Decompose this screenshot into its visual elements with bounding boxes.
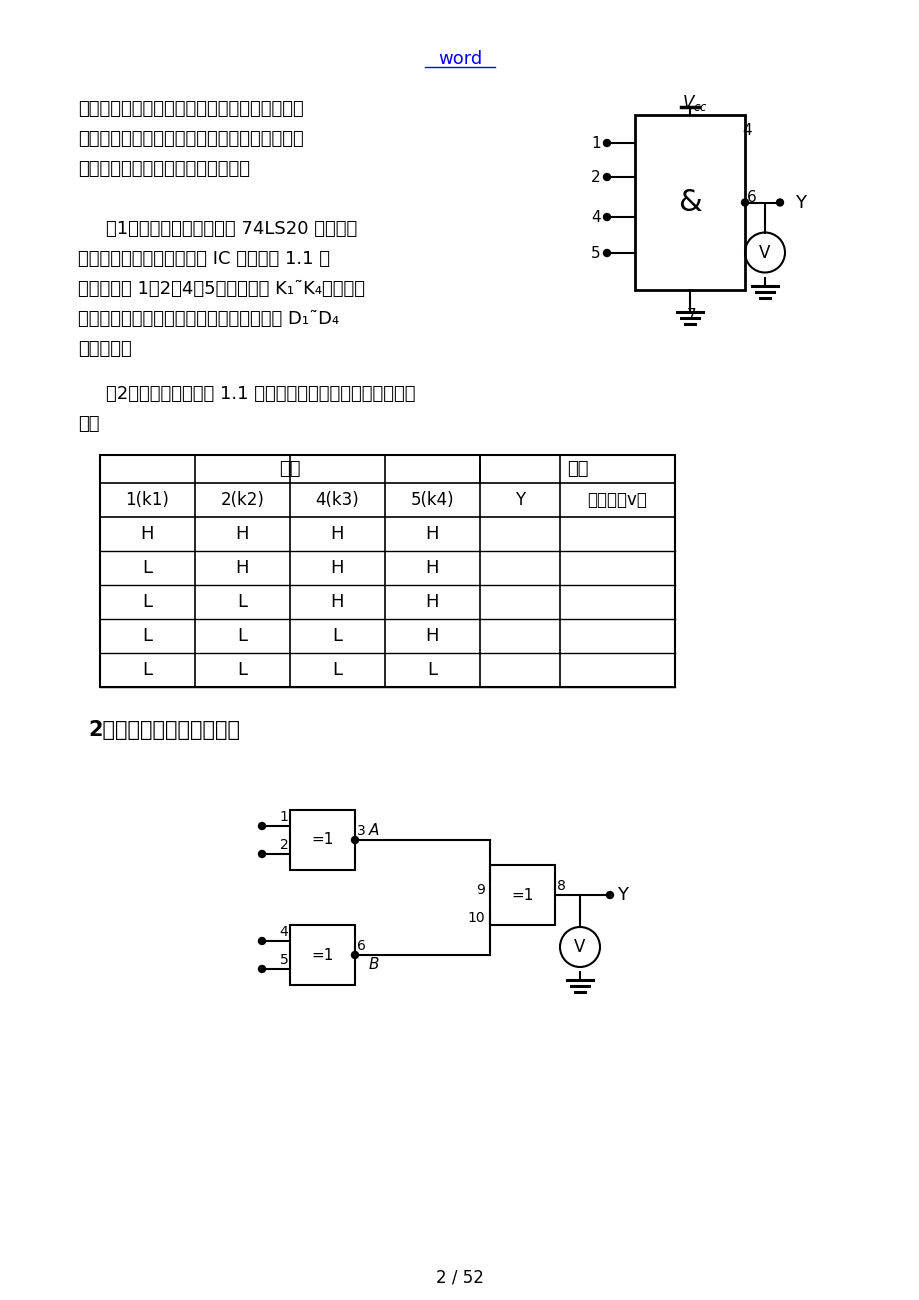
Text: 任意一个。: 任意一个。: [78, 341, 131, 358]
Circle shape: [741, 199, 748, 205]
Bar: [634, 114, 744, 290]
Text: L: L: [237, 627, 247, 645]
Text: H: H: [331, 593, 344, 611]
Text: 1: 1: [279, 810, 289, 824]
Text: 4: 4: [742, 124, 751, 138]
Text: H: H: [331, 559, 344, 577]
Text: H: H: [425, 525, 438, 543]
Text: 2: 2: [279, 838, 288, 852]
Text: 1: 1: [591, 135, 600, 151]
Text: 7: 7: [686, 308, 696, 322]
Text: 9: 9: [476, 883, 484, 897]
Circle shape: [258, 966, 266, 972]
Circle shape: [351, 952, 358, 958]
Circle shape: [258, 823, 266, 829]
Text: 2 / 52: 2 / 52: [436, 1268, 483, 1286]
Bar: [289, 810, 355, 870]
Text: 2．异或门逻辑功能的测试: 2．异或门逻辑功能的测试: [88, 720, 240, 740]
Text: L: L: [142, 593, 153, 611]
Text: Y: Y: [617, 887, 628, 903]
Text: L: L: [332, 627, 342, 645]
Text: H: H: [235, 559, 249, 577]
Text: A: A: [369, 823, 379, 838]
Text: L: L: [237, 660, 247, 679]
Text: 3: 3: [357, 824, 366, 839]
Circle shape: [351, 836, 358, 844]
Text: H: H: [141, 525, 154, 543]
Text: H: H: [425, 627, 438, 645]
Text: 〔2〕将逻辑开关按表 1.1 的状态，分别测输出电压与逻辑状: 〔2〕将逻辑开关按表 1.1 的状态，分别测输出电压与逻辑状: [106, 385, 415, 403]
Text: 10: 10: [467, 911, 484, 926]
Text: 6: 6: [746, 190, 756, 204]
Text: L: L: [237, 593, 247, 611]
Text: V: V: [758, 243, 770, 261]
Text: Y: Y: [794, 194, 805, 212]
Text: 〔1〕选用双四输入与非门 74LS20 一片，插: 〔1〕选用双四输入与非门 74LS20 一片，插: [106, 220, 357, 238]
Text: 态。: 态。: [78, 415, 99, 433]
Text: L: L: [142, 627, 153, 645]
Text: L: L: [142, 660, 153, 679]
Bar: [100, 455, 675, 686]
Text: 入数字电路实验箱中对应的 IC 座，按图 1.1 接: 入数字电路实验箱中对应的 IC 座，按图 1.1 接: [78, 250, 330, 268]
Text: 4: 4: [591, 209, 600, 225]
Text: =1: =1: [311, 832, 334, 848]
Text: 4(k3): 4(k3): [315, 491, 359, 510]
Text: =1: =1: [311, 948, 334, 962]
Text: L: L: [427, 660, 437, 679]
Text: L: L: [332, 660, 342, 679]
Text: 线、输入端 1、2、4、5、分别接到 K₁˜K₄的逻辑开: 线、输入端 1、2、4、5、分别接到 K₁˜K₄的逻辑开: [78, 280, 365, 298]
Text: B: B: [369, 957, 380, 972]
Text: 1(k1): 1(k1): [125, 491, 169, 510]
Text: V: V: [573, 939, 585, 956]
Text: H: H: [425, 593, 438, 611]
Bar: [490, 864, 554, 926]
Circle shape: [606, 892, 613, 898]
Text: Y: Y: [515, 491, 525, 510]
Text: 2: 2: [591, 169, 600, 185]
Text: &: &: [677, 188, 701, 217]
Text: 教师检查无误方可通电实验。实验中改动接线须: 教师检查无误方可通电实验。实验中改动接线须: [78, 130, 303, 148]
Text: 5(k4): 5(k4): [410, 491, 454, 510]
Text: H: H: [235, 525, 249, 543]
Text: 关输出插口，输出端接电平显示发光二极管 D₁˜D₄: 关输出插口，输出端接电平显示发光二极管 D₁˜D₄: [78, 309, 339, 328]
Circle shape: [776, 199, 783, 205]
Text: 输出: 输出: [566, 460, 587, 478]
Circle shape: [258, 850, 266, 858]
Text: $V_{cc}$: $V_{cc}$: [681, 94, 708, 113]
Circle shape: [258, 937, 266, 945]
Circle shape: [603, 173, 610, 181]
Text: =1: =1: [511, 888, 533, 902]
Circle shape: [603, 139, 610, 147]
Text: H: H: [331, 525, 344, 543]
Text: 5: 5: [591, 246, 600, 260]
Text: L: L: [142, 559, 153, 577]
Circle shape: [603, 250, 610, 256]
Circle shape: [603, 213, 610, 221]
Text: word: word: [437, 49, 482, 68]
Text: 2(k2): 2(k2): [221, 491, 264, 510]
Text: H: H: [425, 559, 438, 577]
Text: 先断开电源，接好线后再通电实验。: 先断开电源，接好线后再通电实验。: [78, 160, 250, 178]
Text: 6: 6: [357, 939, 366, 953]
Text: 输入: 输入: [279, 460, 301, 478]
Text: 5: 5: [279, 953, 288, 967]
Text: 4: 4: [279, 926, 288, 939]
Bar: [289, 926, 355, 985]
Text: 注意集成块芯片不能插反。线接好后经实验指导: 注意集成块芯片不能插反。线接好后经实验指导: [78, 100, 303, 118]
Text: 电压值（v）: 电压值（v）: [587, 491, 647, 510]
Text: 8: 8: [556, 879, 565, 893]
